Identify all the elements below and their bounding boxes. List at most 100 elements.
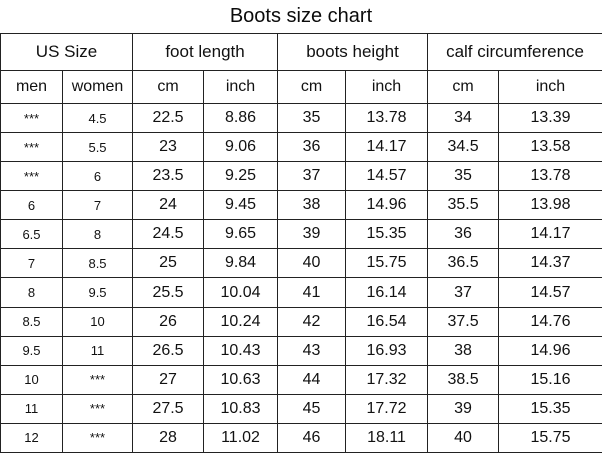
cell-calf-cm: 36.5 [427, 248, 500, 279]
table-row: 6.5 8 24.5 9.65 39 15.35 36 14.17 [0, 219, 602, 250]
table-header: US Size foot length boots height calf ci… [0, 33, 602, 104]
cell-boots-inch: 16.54 [345, 306, 429, 337]
cell-men: 12 [0, 422, 63, 453]
cell-men: 6 [0, 190, 63, 221]
cell-calf-cm: 39 [427, 393, 500, 424]
cell-calf-cm: 37.5 [427, 306, 500, 337]
cell-women: *** [61, 364, 134, 395]
cell-women: 9.5 [61, 277, 134, 308]
table-row: 6 7 24 9.45 38 14.96 35.5 13.98 [0, 190, 602, 221]
cell-boots-cm: 41 [277, 277, 347, 308]
col-header-foot-inch: inch [203, 70, 279, 104]
cell-calf-cm: 40 [427, 422, 500, 453]
cell-foot-cm: 27 [132, 364, 205, 395]
cell-boots-cm: 42 [277, 306, 347, 337]
cell-women: *** [61, 422, 134, 453]
col-header-foot-cm: cm [132, 70, 205, 104]
cell-men: *** [0, 132, 63, 163]
cell-calf-cm: 34 [427, 102, 500, 134]
cell-boots-inch: 15.35 [345, 219, 429, 250]
cell-women: *** [61, 393, 134, 424]
cell-foot-cm: 28 [132, 422, 205, 453]
cell-foot-inch: 10.24 [203, 306, 279, 337]
cell-foot-cm: 24.5 [132, 219, 205, 250]
cell-boots-cm: 36 [277, 132, 347, 163]
cell-foot-inch: 9.84 [203, 248, 279, 279]
cell-men: *** [0, 161, 63, 192]
cell-boots-inch: 13.78 [345, 102, 429, 134]
cell-foot-inch: 10.63 [203, 364, 279, 395]
cell-foot-cm: 26 [132, 306, 205, 337]
cell-boots-cm: 43 [277, 335, 347, 366]
cell-foot-inch: 9.65 [203, 219, 279, 250]
cell-men: 6.5 [0, 219, 63, 250]
group-header-us-size: US Size [0, 33, 134, 71]
cell-foot-cm: 23.5 [132, 161, 205, 192]
cell-foot-cm: 24 [132, 190, 205, 221]
col-header-calf-cm: cm [427, 70, 500, 104]
cell-boots-inch: 17.72 [345, 393, 429, 424]
size-chart-table: US Size foot length boots height calf ci… [0, 33, 602, 453]
cell-boots-cm: 37 [277, 161, 347, 192]
cell-calf-inch: 13.78 [498, 161, 602, 192]
cell-men: 8.5 [0, 306, 63, 337]
cell-boots-inch: 16.93 [345, 335, 429, 366]
col-header-men: men [0, 70, 63, 104]
cell-boots-inch: 16.14 [345, 277, 429, 308]
cell-men: 8 [0, 277, 63, 308]
sub-header-row: men women cm inch cm inch cm inch [0, 70, 602, 104]
cell-foot-inch: 11.02 [203, 422, 279, 453]
cell-calf-inch: 14.76 [498, 306, 602, 337]
cell-boots-cm: 39 [277, 219, 347, 250]
cell-calf-inch: 15.35 [498, 393, 602, 424]
col-header-boots-cm: cm [277, 70, 347, 104]
table-row: 10 *** 27 10.63 44 17.32 38.5 15.16 [0, 364, 602, 395]
cell-foot-inch: 9.25 [203, 161, 279, 192]
cell-calf-cm: 38.5 [427, 364, 500, 395]
cell-calf-inch: 14.37 [498, 248, 602, 279]
cell-women: 6 [61, 161, 134, 192]
cell-boots-cm: 46 [277, 422, 347, 453]
cell-boots-inch: 14.96 [345, 190, 429, 221]
cell-boots-inch: 17.32 [345, 364, 429, 395]
cell-calf-cm: 37 [427, 277, 500, 308]
col-header-women: women [61, 70, 134, 104]
cell-men: 7 [0, 248, 63, 279]
cell-boots-cm: 40 [277, 248, 347, 279]
cell-calf-cm: 35 [427, 161, 500, 192]
cell-calf-inch: 14.57 [498, 277, 602, 308]
cell-calf-inch: 15.16 [498, 364, 602, 395]
cell-calf-cm: 35.5 [427, 190, 500, 221]
cell-women: 8.5 [61, 248, 134, 279]
cell-boots-inch: 18.11 [345, 422, 429, 453]
cell-calf-cm: 36 [427, 219, 500, 250]
cell-men: 10 [0, 364, 63, 395]
cell-boots-cm: 45 [277, 393, 347, 424]
cell-women: 5.5 [61, 132, 134, 163]
col-header-boots-inch: inch [345, 70, 429, 104]
cell-foot-cm: 27.5 [132, 393, 205, 424]
cell-women: 11 [61, 335, 134, 366]
table-row: 8.5 10 26 10.24 42 16.54 37.5 14.76 [0, 306, 602, 337]
cell-men: *** [0, 102, 63, 134]
cell-foot-inch: 8.86 [203, 102, 279, 134]
cell-women: 7 [61, 190, 134, 221]
cell-women: 4.5 [61, 102, 134, 134]
table-row: 8 9.5 25.5 10.04 41 16.14 37 14.57 [0, 277, 602, 308]
cell-calf-inch: 15.75 [498, 422, 602, 453]
table-row: 7 8.5 25 9.84 40 15.75 36.5 14.37 [0, 248, 602, 279]
cell-foot-inch: 9.45 [203, 190, 279, 221]
table-row: 12 *** 28 11.02 46 18.11 40 15.75 [0, 422, 602, 453]
cell-boots-inch: 15.75 [345, 248, 429, 279]
cell-calf-inch: 13.98 [498, 190, 602, 221]
cell-boots-cm: 38 [277, 190, 347, 221]
group-header-row: US Size foot length boots height calf ci… [0, 33, 602, 71]
page-title: Boots size chart [229, 5, 373, 27]
cell-foot-cm: 26.5 [132, 335, 205, 366]
cell-women: 8 [61, 219, 134, 250]
cell-boots-cm: 35 [277, 102, 347, 134]
table-row: 11 *** 27.5 10.83 45 17.72 39 15.35 [0, 393, 602, 424]
cell-boots-inch: 14.17 [345, 132, 429, 163]
cell-boots-inch: 14.57 [345, 161, 429, 192]
